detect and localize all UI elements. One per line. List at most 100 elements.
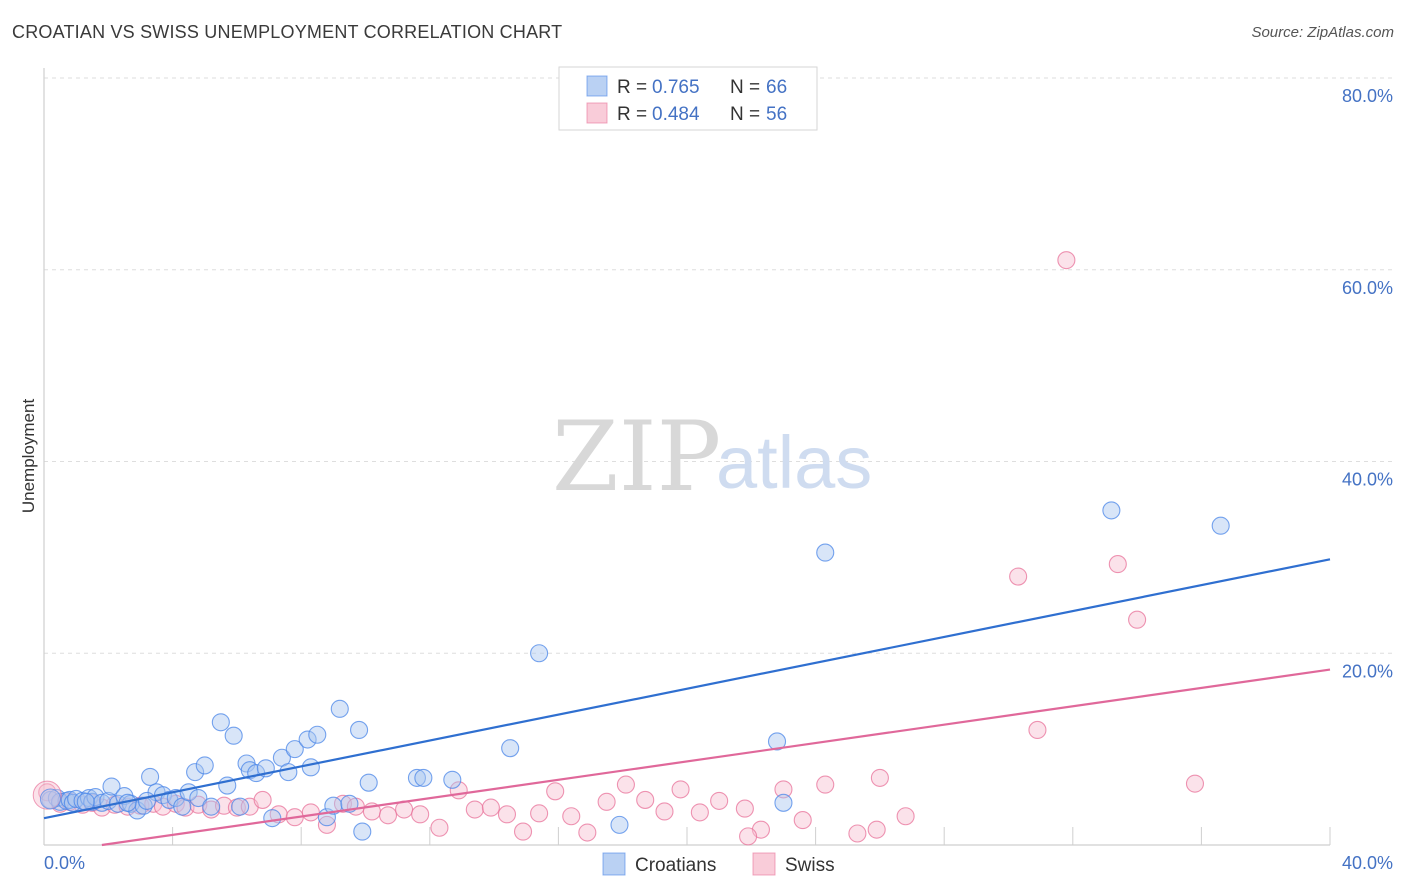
swiss-point [774, 780, 793, 799]
watermark: ZIP atlas [552, 401, 872, 513]
swiss-point [430, 818, 449, 837]
gridlines [44, 77, 1392, 654]
swiss-point [481, 798, 500, 817]
swiss-point [497, 805, 517, 824]
croatians-point [285, 740, 304, 759]
swiss-point [896, 807, 915, 826]
swiss-point [32, 780, 62, 810]
croatians-point [102, 777, 121, 796]
stats-r-label: R = [617, 104, 647, 125]
croatians-point [137, 791, 156, 810]
swiss-point [735, 799, 754, 818]
swiss-point [378, 806, 398, 825]
stats-legend-swatch [586, 75, 608, 97]
croatians-point [1102, 501, 1121, 520]
swiss-point [317, 815, 336, 834]
croatians-point [83, 792, 102, 811]
croatians-point [224, 726, 243, 745]
y-tick-label: 60.0% [1342, 278, 1393, 298]
swiss-point [870, 768, 889, 787]
croatians-point [359, 773, 378, 792]
swiss-point [253, 790, 272, 809]
swiss-point [739, 827, 758, 846]
croatians-point [186, 763, 205, 782]
x-tick-label: 40.0% [1342, 853, 1393, 873]
swiss-point [1108, 555, 1127, 574]
croatians-point [774, 793, 793, 812]
swiss-point [636, 790, 655, 809]
croatians-point [501, 739, 520, 758]
stats-n-label: N = [730, 104, 760, 125]
croatians-point [353, 822, 372, 841]
y-tick-label: 80.0% [1342, 86, 1393, 106]
stats-r-value: 0.484 [652, 104, 700, 125]
croatians-point [39, 788, 61, 810]
swiss-point [1009, 567, 1028, 586]
swiss-point [562, 807, 581, 826]
swiss-point [848, 824, 867, 843]
tick-labels: 20.0% 40.0% 60.0% 80.0% 0.0% 40.0% [44, 86, 1393, 873]
croatians-point [308, 725, 327, 744]
swiss-point [867, 820, 886, 839]
croatians-point [301, 758, 320, 777]
series-legend-label: Swiss [785, 855, 835, 876]
croatians-point [1211, 516, 1230, 535]
data-points [32, 251, 1230, 846]
series-legend-label: Croatians [635, 855, 716, 876]
trend-lines [43, 558, 1331, 847]
swiss-point [793, 811, 812, 830]
series-legend-swatch [602, 852, 626, 876]
swiss-point [655, 802, 674, 821]
stats-r-value: 0.765 [652, 77, 700, 98]
croatians-point [443, 770, 462, 789]
croatians-point [298, 730, 317, 749]
croatians-point [195, 756, 214, 775]
x-tick-label: 0.0% [44, 853, 85, 873]
y-axis-title: Unemployment [19, 399, 38, 514]
croatians-point [610, 815, 629, 834]
swiss-point [671, 780, 690, 799]
swiss-point [1185, 774, 1205, 793]
croatians-point [141, 767, 160, 786]
swiss-point [411, 805, 430, 824]
swiss-point [1028, 720, 1047, 740]
stats-r-label: R = [617, 77, 647, 98]
croatians-point [263, 809, 282, 828]
swiss-point [546, 782, 565, 801]
stats-n-label: N = [730, 77, 760, 98]
croatians-point [60, 790, 79, 809]
stats-n-value: 56 [766, 104, 787, 125]
y-tick-label: 20.0% [1342, 661, 1393, 681]
croatians-point [407, 768, 426, 787]
croatians-point [231, 797, 250, 816]
croatians-point [330, 699, 349, 718]
swiss-point [1057, 251, 1076, 270]
swiss-point [690, 803, 709, 822]
croatians-point [211, 713, 230, 732]
watermark-zip: ZIP [552, 401, 721, 513]
watermark-atlas: atlas [716, 421, 872, 504]
swiss-point [578, 823, 597, 842]
stats-legend: R = 0.765 N = 66 R = 0.484 N = 56 [558, 66, 818, 131]
swiss-trend-line [101, 668, 1331, 847]
stats-legend-swatch [586, 102, 608, 124]
croatians-point [767, 732, 787, 751]
swiss-point [816, 775, 835, 794]
croatians-point [350, 720, 369, 740]
swiss-point [530, 804, 549, 823]
croatians-point [279, 763, 298, 782]
stats-n-value: 66 [766, 77, 787, 98]
series-legend-swatch [752, 852, 776, 876]
series-legend: Croatians Swiss [602, 852, 835, 876]
swiss-point [513, 822, 533, 841]
swiss-point [1128, 610, 1147, 629]
swiss-point [301, 803, 320, 822]
swiss-point [465, 800, 484, 819]
swiss-point [616, 775, 635, 794]
swiss-point [597, 792, 616, 811]
axes [43, 68, 1331, 846]
source-note: Source: ZipAtlas.com [1251, 24, 1394, 41]
y-tick-label: 40.0% [1342, 470, 1393, 490]
croatians-point [816, 543, 835, 562]
